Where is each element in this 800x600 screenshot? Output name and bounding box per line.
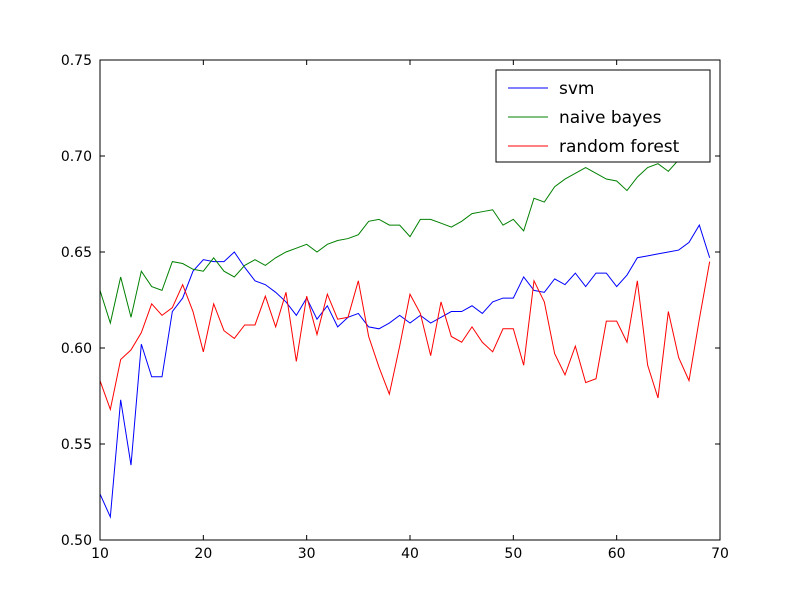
x-tick-label: 40 bbox=[401, 546, 419, 562]
legend-box bbox=[495, 69, 711, 163]
y-tick-label: 0.75 bbox=[61, 53, 92, 69]
series-line-random-forest bbox=[99, 261, 711, 412]
plot-frame bbox=[99, 59, 721, 541]
y-tick-label: 0.70 bbox=[61, 149, 92, 165]
y-tick-label: 0.60 bbox=[61, 341, 92, 357]
series-line-naive-bayes bbox=[99, 145, 710, 325]
legend-label: naive bayes bbox=[559, 108, 662, 128]
y-tick-label: 0.55 bbox=[61, 437, 92, 453]
x-tick-label: 20 bbox=[194, 546, 212, 562]
x-tick-label: 60 bbox=[608, 546, 626, 562]
series-layer bbox=[99, 145, 711, 519]
legend-label: random forest bbox=[559, 137, 680, 157]
ticks-layer: 10 20 30 40 50 60 70 0.50 0.55 0.60 0.65 0.70 0.75 bbox=[61, 53, 729, 562]
y-tick-label: 0.50 bbox=[61, 533, 92, 549]
x-tick-label: 50 bbox=[504, 546, 522, 562]
legend: svm naive bayes random forest bbox=[495, 69, 711, 163]
y-tick-label: 0.65 bbox=[61, 245, 92, 261]
x-tick-label: 10 bbox=[91, 546, 109, 562]
x-tick-label: 30 bbox=[298, 546, 316, 562]
x-tick-label: 70 bbox=[711, 546, 729, 562]
legend-label: svm bbox=[559, 79, 594, 99]
